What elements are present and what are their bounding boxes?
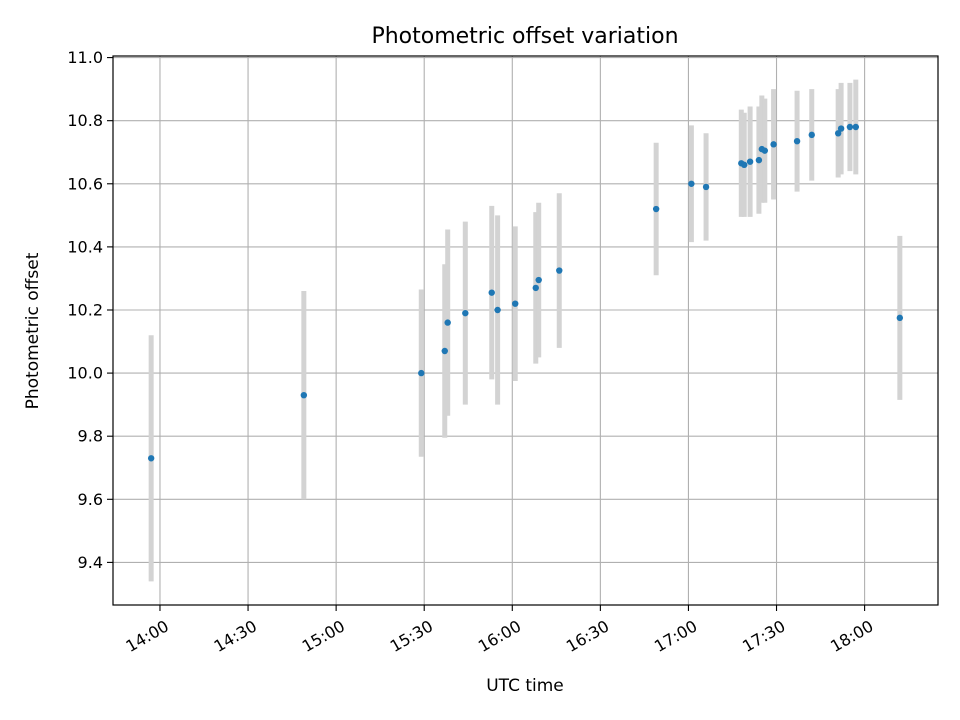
plot-frame: [112, 55, 939, 606]
data-point: [300, 391, 308, 399]
x-tick-label: 15:00: [299, 616, 348, 656]
chart-title: Photometric offset variation: [371, 24, 678, 49]
x-tick-label: 14:00: [123, 616, 172, 656]
data-point: [834, 130, 842, 137]
data-point: [846, 123, 854, 131]
x-axis-label: UTC time: [486, 676, 564, 696]
data-point: [535, 276, 542, 284]
data-point: [688, 180, 695, 187]
data-point: [512, 300, 519, 307]
x-tick-label: 15:30: [387, 616, 436, 656]
x-tick-label: 14:30: [211, 616, 260, 656]
data-point: [741, 161, 748, 169]
errorbar-layer: [148, 79, 903, 582]
x-gridlines: [159, 56, 866, 605]
y-tick-label: 10.2: [67, 300, 103, 319]
data-point: [896, 314, 904, 322]
x-tick-label: 18:00: [827, 616, 876, 656]
y-tick-label: 10.6: [67, 174, 103, 193]
data-point: [652, 205, 660, 213]
x-tick-label: 16:00: [475, 616, 524, 656]
data-point: [746, 158, 754, 165]
data-point: [755, 156, 763, 164]
data-point: [837, 125, 845, 132]
y-tick-label: 9.8: [78, 427, 103, 446]
x-tick-label: 17:30: [739, 616, 788, 656]
data-point: [852, 123, 859, 131]
data-point: [808, 131, 815, 139]
data-point: [418, 369, 425, 377]
y-tick-label: 10.0: [67, 364, 103, 383]
y-tick-label: 11.0: [67, 48, 103, 67]
data-point: [532, 284, 539, 292]
x-tick-label: 16:30: [563, 616, 612, 656]
y-tick-label: 9.6: [78, 490, 103, 509]
data-point: [702, 183, 710, 191]
data-point: [494, 306, 501, 314]
y-tick-label: 10.4: [67, 237, 103, 256]
data-point: [147, 455, 155, 462]
data-point: [462, 309, 469, 317]
data-point: [441, 347, 448, 355]
data-point: [488, 289, 495, 296]
data-point: [444, 319, 451, 326]
x-tick-label: 17:00: [651, 616, 700, 656]
point-layer: [147, 123, 904, 462]
data-point: [770, 141, 777, 148]
y-gridlines: [113, 57, 938, 563]
data-point: [761, 147, 768, 154]
data-point: [556, 267, 563, 274]
data-point: [793, 137, 801, 145]
y-axis-ticks: 9.4 9.6 9.8 10.0 10.2 10.4 10.6 10.8 11.0: [67, 48, 113, 572]
y-axis-label: Photometric offset: [23, 252, 43, 409]
y-tick-label: 9.4: [78, 553, 103, 572]
y-tick-label: 10.8: [67, 111, 103, 130]
x-axis-ticks: 14:00 14:30 15:00 15:30 16:00 16:30 17:00 17:30…: [123, 605, 877, 656]
